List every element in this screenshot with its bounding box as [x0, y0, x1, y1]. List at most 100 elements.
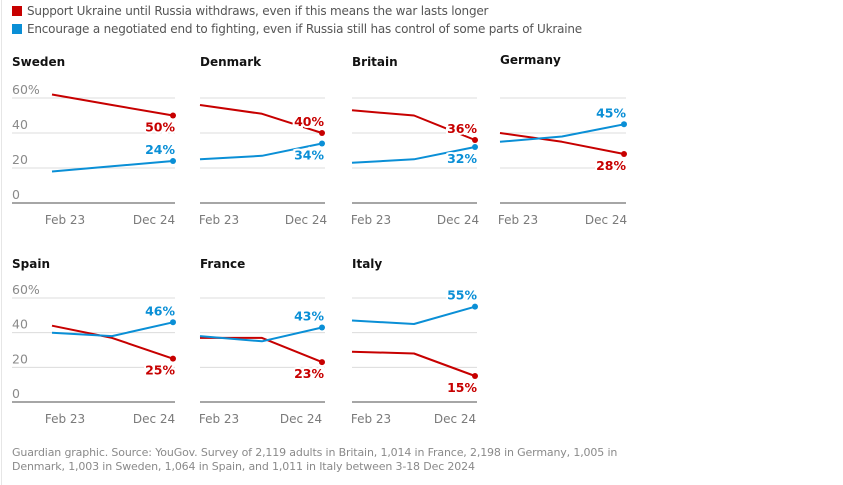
x-tick-label: Dec 24	[133, 412, 175, 426]
series-line-support	[351, 109, 476, 141]
end-label-halo: 36%	[447, 121, 477, 136]
y-tick-label: 20	[12, 351, 28, 366]
end-value-label: 23%	[294, 366, 324, 381]
panel-title: Germany	[500, 53, 561, 67]
end-point-marker	[472, 137, 478, 143]
x-tick-label: Feb 23	[498, 213, 538, 227]
x-tick-label: Feb 23	[199, 213, 239, 227]
y-tick-label: 0	[12, 386, 20, 401]
end-label-halo: 25%	[145, 363, 175, 378]
legend-swatch-blue	[12, 24, 22, 34]
series-line-support	[351, 350, 476, 377]
end-value-label: 46%	[145, 303, 175, 318]
end-value-label: 36%	[447, 121, 477, 136]
end-point-marker	[319, 130, 325, 136]
end-label-halo: 40%	[294, 114, 324, 129]
series-line-support	[51, 93, 174, 117]
end-label-halo: 32%	[447, 151, 477, 166]
legend-swatch-red	[12, 6, 22, 16]
end-point-marker	[170, 158, 176, 164]
end-value-label: 25%	[145, 363, 175, 378]
left-border	[1, 0, 2, 485]
x-tick-label: Feb 23	[199, 412, 239, 426]
end-label-halo: 46%	[145, 303, 175, 318]
end-label-halo: 34%	[294, 148, 324, 163]
end-label-halo: 24%	[145, 142, 175, 157]
series-line-support	[51, 324, 174, 360]
end-point-marker	[319, 359, 325, 366]
end-label-halo: 28%	[596, 158, 626, 173]
end-point-marker	[472, 373, 478, 379]
y-tick-label: 60%	[12, 82, 40, 97]
end-label-halo: 15%	[447, 380, 477, 395]
end-point-marker	[319, 324, 325, 331]
end-label-halo: 43%	[294, 308, 324, 323]
end-point-marker	[170, 319, 176, 326]
end-label-halo: 23%	[294, 366, 324, 381]
panel-title: Britain	[352, 55, 398, 69]
y-tick-label: 0	[12, 187, 20, 202]
x-tick-label: Dec 24	[133, 213, 175, 227]
panel-title: Spain	[12, 257, 50, 271]
end-point-marker	[621, 151, 627, 157]
x-tick-label: Dec 24	[280, 412, 322, 426]
legend: Support Ukraine until Russia withdraws, …	[12, 2, 582, 38]
series-line-support	[499, 132, 625, 155]
legend-label: Encourage a negotiated end to fighting, …	[27, 22, 582, 36]
end-value-label: 24%	[145, 142, 175, 157]
end-point-marker	[170, 112, 176, 119]
series-line-negotiate	[499, 123, 625, 143]
y-tick-label: 20	[12, 152, 28, 167]
end-label-halo: 55%	[447, 288, 477, 303]
end-label-halo: 50%	[145, 120, 175, 135]
series-line-negotiate	[351, 305, 476, 325]
y-tick-label: 40	[12, 317, 28, 332]
end-value-label: 45%	[596, 105, 626, 120]
end-value-label: 43%	[294, 308, 324, 323]
legend-item-negotiate: Encourage a negotiated end to fighting, …	[12, 20, 582, 38]
end-point-marker	[319, 140, 325, 147]
y-tick-label: 40	[12, 117, 28, 132]
end-value-label: 32%	[447, 151, 477, 166]
y-tick-label: 60%	[12, 282, 40, 297]
x-tick-label: Dec 24	[585, 213, 627, 227]
series-line-negotiate	[199, 326, 323, 343]
end-value-label: 40%	[294, 114, 324, 129]
series-line-negotiate	[51, 321, 174, 338]
x-tick-label: Feb 23	[45, 213, 85, 227]
series-line-support	[199, 104, 323, 134]
x-tick-label: Feb 23	[351, 213, 391, 227]
x-tick-label: Dec 24	[434, 412, 476, 426]
end-label-halo: 45%	[596, 105, 626, 120]
end-value-label: 28%	[596, 158, 626, 173]
x-tick-label: Feb 23	[351, 412, 391, 426]
end-point-marker	[472, 144, 478, 150]
legend-item-support: Support Ukraine until Russia withdraws, …	[12, 2, 582, 20]
end-value-label: 50%	[145, 120, 175, 135]
source-footnote: Guardian graphic. Source: YouGov. Survey…	[12, 446, 618, 473]
panel-title: Sweden	[12, 55, 65, 69]
x-tick-label: Dec 24	[285, 213, 327, 227]
x-tick-label: Feb 23	[45, 412, 85, 426]
x-tick-label: Dec 24	[437, 213, 479, 227]
end-point-marker	[472, 303, 478, 310]
end-value-label: 55%	[447, 288, 477, 303]
panel-title: Italy	[352, 257, 382, 271]
end-value-label: 15%	[447, 380, 477, 395]
panel-title: Denmark	[200, 55, 262, 69]
legend-label: Support Ukraine until Russia withdraws, …	[27, 4, 489, 18]
end-point-marker	[170, 355, 176, 362]
series-line-negotiate	[351, 146, 476, 164]
series-line-negotiate	[199, 142, 323, 161]
series-line-negotiate	[51, 160, 174, 173]
panel-title: France	[200, 257, 245, 271]
end-point-marker	[621, 121, 627, 128]
